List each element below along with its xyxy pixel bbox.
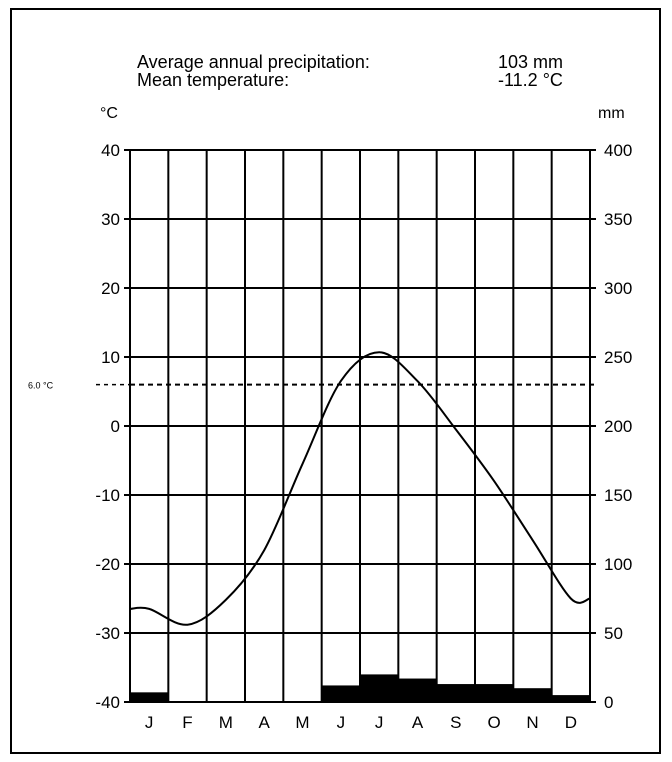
precip-value: 103 mm xyxy=(498,52,564,72)
precip-bar-9 xyxy=(475,684,514,702)
left-tick-label: 30 xyxy=(101,210,120,229)
month-label: F xyxy=(182,713,192,732)
month-label: A xyxy=(258,713,270,732)
left-tick-label: 20 xyxy=(101,279,120,298)
right-tick-label: 400 xyxy=(604,141,632,160)
month-label: O xyxy=(488,713,501,732)
threshold-label: 6.0 °C xyxy=(28,381,54,391)
right-tick-label: 0 xyxy=(604,693,613,712)
left-tick-label: -40 xyxy=(95,693,120,712)
month-label: J xyxy=(145,713,154,732)
precip-bar-6 xyxy=(360,674,399,702)
month-label: S xyxy=(450,713,461,732)
right-tick-label: 300 xyxy=(604,279,632,298)
precip-bar-0 xyxy=(130,692,169,702)
month-label: N xyxy=(526,713,538,732)
left-tick-label: 0 xyxy=(111,417,120,436)
right-axis-unit: mm xyxy=(598,105,625,122)
right-tick-label: 50 xyxy=(604,624,623,643)
month-label: M xyxy=(295,713,309,732)
right-tick-label: 350 xyxy=(604,210,632,229)
precip-bar-10 xyxy=(513,688,552,702)
left-tick-label: 40 xyxy=(101,141,120,160)
right-tick-label: 150 xyxy=(604,486,632,505)
left-tick-label: 10 xyxy=(101,348,120,367)
right-tick-label: 100 xyxy=(604,555,632,574)
mean-temp-value: -11.2 °C xyxy=(498,70,563,90)
left-axis-unit: °C xyxy=(100,105,118,122)
month-label: J xyxy=(375,713,384,732)
precip-bar-8 xyxy=(436,684,475,702)
left-tick-label: -30 xyxy=(95,624,120,643)
month-label: D xyxy=(565,713,577,732)
temperature-line xyxy=(129,351,591,626)
precip-bar-7 xyxy=(398,678,437,702)
right-tick-label: 200 xyxy=(604,417,632,436)
month-label: A xyxy=(412,713,424,732)
mean-temp-label: Mean temperature: xyxy=(137,70,290,90)
precip-bar-5 xyxy=(321,685,360,702)
precip-label: Average annual precipitation: xyxy=(137,52,370,72)
left-tick-label: -10 xyxy=(95,486,120,505)
left-tick-label: -20 xyxy=(95,555,120,574)
month-label: J xyxy=(337,713,346,732)
month-label: M xyxy=(219,713,233,732)
right-tick-label: 250 xyxy=(604,348,632,367)
precip-bar-11 xyxy=(551,695,590,702)
